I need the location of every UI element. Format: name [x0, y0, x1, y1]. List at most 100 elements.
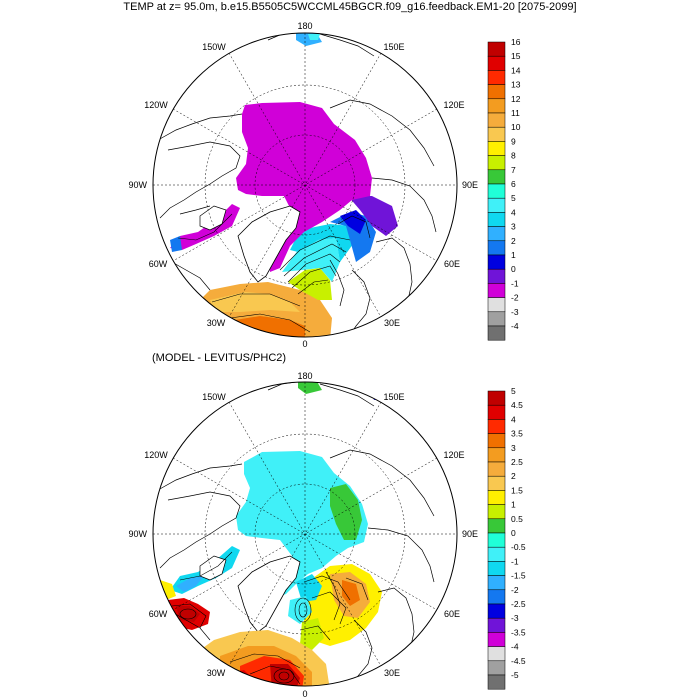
- top-colorbar-swatch: [487, 240, 506, 256]
- top-barents-blue-region: [330, 212, 376, 262]
- bottom-lon-label-150e: 150E: [383, 392, 404, 402]
- bottom-lon-label-0: 0: [302, 689, 307, 699]
- bottom-colorbar-label: -3.5: [511, 627, 526, 637]
- top-colorbar-label: -4: [511, 321, 519, 331]
- bottom-colorbar-swatch: [487, 575, 506, 591]
- bottom-colorbar-label: -3: [511, 613, 519, 623]
- bottom-lon-label-150w: 150W: [202, 392, 226, 402]
- top-colorbar-swatch: [487, 254, 506, 270]
- top-colorbar-swatch: [487, 297, 506, 313]
- bottom-polar-map: 180 0 150W 150E 120W 120E 90W 90E 60W 60…: [128, 371, 478, 699]
- top-colorbar-label: 6: [511, 179, 516, 189]
- top-isotherm-contours: [177, 213, 371, 333]
- bottom-colorbar-label: 4.5: [511, 400, 523, 410]
- top-coastlines: [157, 33, 437, 337]
- top-map-border: [152, 32, 458, 338]
- top-colorbar-label: 0: [511, 264, 516, 274]
- figure-title: TEMP at z= 95.0m, b.e15.B5505C5WCCML45BG…: [123, 1, 577, 13]
- bottom-colorbar-label: -0.5: [511, 542, 526, 552]
- bottom-colorbar-label: -4: [511, 642, 519, 652]
- bottom-colorbar-swatch: [487, 419, 506, 434]
- top-lon-label-60e: 60E: [444, 259, 460, 269]
- bottom-colorbar-swatch: [487, 674, 506, 690]
- bottom-colorbar-swatch: [487, 546, 506, 562]
- bottom-barents-deep-orange-region: [342, 580, 360, 606]
- top-lon-label-30w: 30W: [207, 318, 226, 328]
- bottom-colorbar-label: 3: [511, 443, 516, 453]
- top-lon-label-90w: 90W: [128, 180, 147, 190]
- top-kara-purple-region: [348, 196, 398, 236]
- top-colorbar-label: 14: [511, 65, 521, 75]
- bottom-colorbar-label: -2.5: [511, 599, 526, 609]
- top-lon-label-120w: 120W: [144, 100, 168, 110]
- top-arctic-basin-region: [236, 102, 372, 272]
- top-colorbar-label: 9: [511, 136, 516, 146]
- top-barents-deep-blue-region: [340, 210, 366, 234]
- top-polar-map: 180 0 150W 150E 120W 120E 90W 90E 60W 60…: [128, 21, 478, 349]
- top-colorbar-label: -2: [511, 293, 519, 303]
- top-colorbar-swatch: [487, 183, 506, 199]
- bottom-colorbar-swatch: [487, 632, 506, 647]
- bottom-colorbar: 5 4.5 4 3.5 3 2.5 2 1.5 1 0.5 0 -0.5 -1 -1.5 -2 -2.5 -3 -…: [487, 386, 526, 690]
- bottom-colorbar-swatch: [487, 461, 506, 477]
- top-colorbar-swatch: [487, 226, 506, 242]
- top-colorbar-label: 5: [511, 193, 516, 203]
- top-colorbar-label: 13: [511, 80, 521, 90]
- bottom-greenland: [237, 555, 301, 633]
- bottom-colorbar-swatch: [487, 433, 506, 449]
- top-lon-label-0: 0: [302, 339, 307, 349]
- top-colorbar-swatch: [487, 283, 506, 298]
- top-colorbar-label: 1: [511, 250, 516, 260]
- bottom-colorbar-swatch: [487, 404, 506, 420]
- bottom-colorbar-swatch: [487, 603, 506, 619]
- bottom-colorbar-swatch: [487, 646, 506, 662]
- top-colorbar-label: 11: [511, 108, 520, 118]
- bottom-colorbar-label: -1: [511, 556, 519, 566]
- top-colorbar-label: 3: [511, 222, 516, 232]
- top-bering-cyan-region: [308, 34, 320, 40]
- top-colorbar-label: 8: [511, 151, 516, 161]
- bottom-colorbar-swatch: [487, 561, 506, 576]
- bottom-colorbar-label: 5: [511, 386, 516, 396]
- bottom-bering-region: [298, 382, 322, 394]
- top-colorbar-swatch: [487, 325, 506, 341]
- top-colorbar-label: 12: [511, 94, 521, 104]
- bottom-lon-label-30e: 30E: [384, 668, 400, 678]
- bottom-lon-label-120w: 120W: [144, 450, 168, 460]
- bottom-colorbar-label: -1.5: [511, 571, 526, 581]
- bottom-colorbar-label: 2: [511, 471, 516, 481]
- bottom-colorbar-swatch: [487, 617, 506, 633]
- top-lon-label-180: 180: [297, 21, 312, 31]
- bottom-colorbar-label: 0: [511, 528, 516, 538]
- bottom-colorbar-label: 2.5: [511, 457, 523, 467]
- bottom-colorbar-swatch: [487, 518, 506, 534]
- top-lon-label-120e: 120E: [443, 100, 464, 110]
- bottom-colorbar-swatch: [487, 504, 506, 520]
- bottom-colorbar-swatch: [487, 390, 506, 406]
- top-colorbar-swatch: [487, 70, 506, 85]
- top-graticule: [153, 33, 457, 337]
- top-colorbar-label: -1: [511, 278, 519, 288]
- top-colorbar-swatch: [487, 41, 506, 57]
- top-colorbar-label: 4: [511, 207, 516, 217]
- top-colorbar-swatch: [487, 212, 506, 227]
- bottom-colorbar-swatch: [487, 475, 506, 491]
- top-lon-label-90e: 90E: [462, 180, 478, 190]
- top-colorbar-label: 10: [511, 122, 521, 132]
- top-colorbar-label: 15: [511, 51, 521, 61]
- bottom-lon-label-90e: 90E: [462, 529, 478, 539]
- bottom-colorbar-label: -5: [511, 670, 519, 680]
- top-lon-label-150w: 150W: [202, 42, 226, 52]
- top-colorbar-label: -3: [511, 307, 519, 317]
- top-greenland: [237, 205, 301, 283]
- bottom-colorbar-label: 1.5: [511, 485, 523, 495]
- top-colorbar-label: 2: [511, 236, 516, 246]
- bottom-colorbar-label: 1: [511, 500, 516, 510]
- bottom-lon-label-60w: 60W: [149, 609, 168, 619]
- bottom-map-border: [152, 381, 458, 687]
- top-colorbar-swatch: [487, 84, 506, 100]
- bottom-lon-label-180: 180: [297, 371, 312, 381]
- top-colorbar-swatch: [487, 112, 506, 128]
